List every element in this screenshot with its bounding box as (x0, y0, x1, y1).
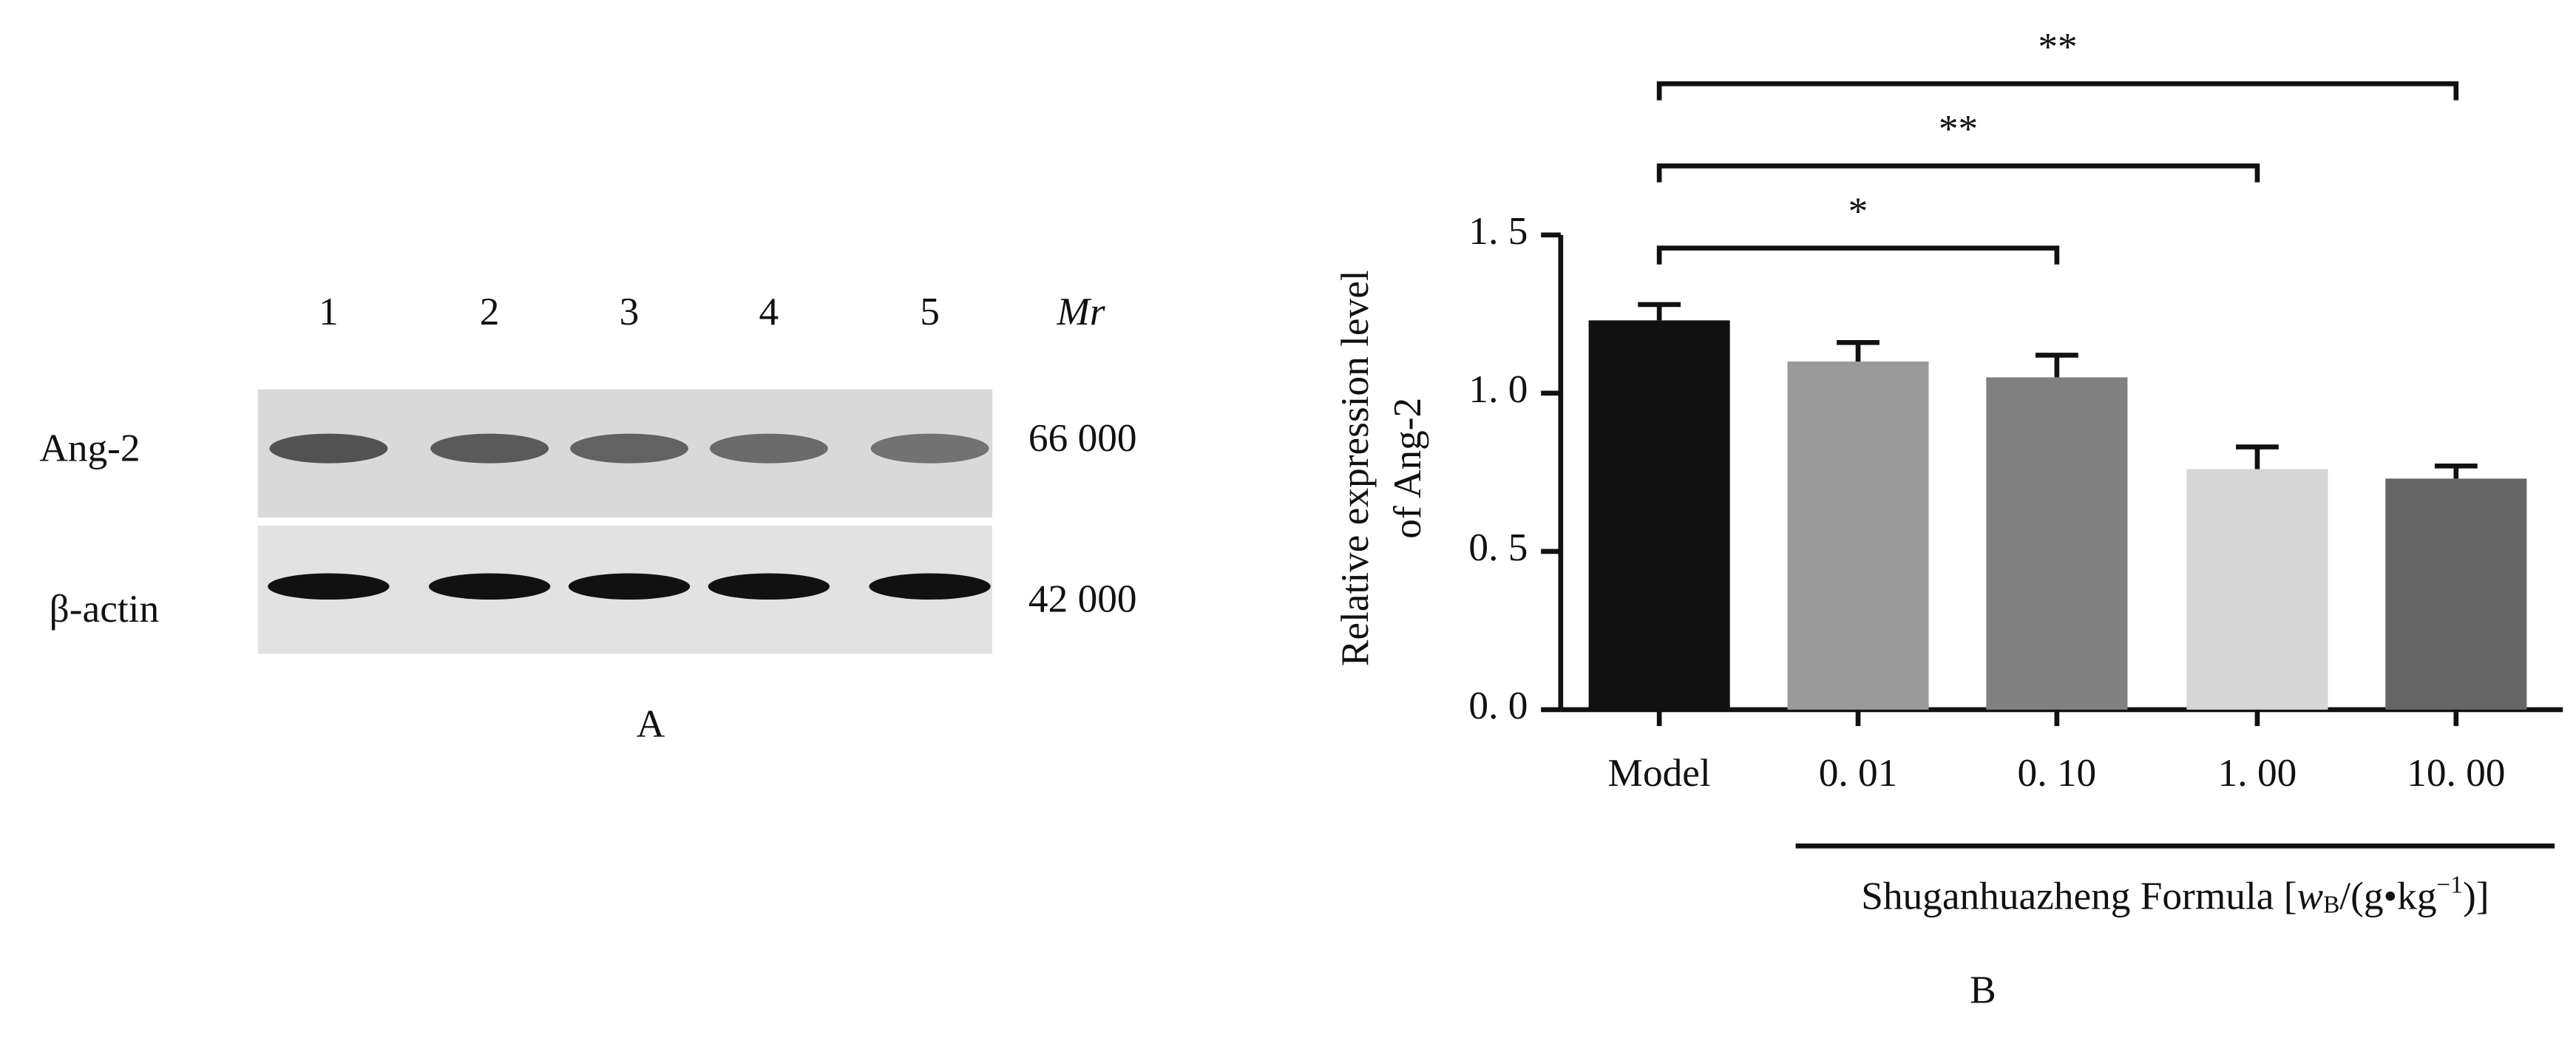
y-tick-label: 0. 0 (1468, 683, 1528, 727)
lane-label: 5 (920, 289, 940, 333)
bar (2186, 469, 2328, 710)
significance-bracket (1656, 245, 2060, 265)
significance-label: * (1848, 189, 1868, 233)
band (709, 433, 828, 464)
y-axis-title: Relative expression level of Ang-2 (1332, 270, 1429, 666)
x-tick-label: 10. 00 (2407, 750, 2505, 795)
group-label-part: /(g•kg (2339, 874, 2436, 918)
y-tick-label: 1. 0 (1468, 367, 1528, 411)
band (869, 573, 991, 600)
band (568, 573, 691, 600)
y-axis-title-line: Relative expression level (1332, 270, 1377, 666)
bar (1787, 362, 1929, 710)
mr-value: 66 000 (1028, 415, 1137, 460)
band (269, 433, 388, 464)
bar (1986, 377, 2128, 710)
band (428, 573, 551, 600)
band (268, 573, 390, 600)
band (430, 433, 549, 464)
lane-label: 1 (319, 289, 339, 333)
y-axis-title-line: of Ang-2 (1385, 398, 1429, 539)
x-tick-label: 1. 00 (2218, 750, 2297, 795)
row-label: Ang-2 (39, 425, 140, 469)
group-label-part: w (2297, 874, 2324, 918)
group-label-part: Shuganhuazheng Formula [ (1861, 874, 2297, 918)
band (870, 433, 989, 464)
significance-label: ** (2038, 24, 2077, 69)
bar (1588, 320, 1730, 710)
x-tick-label: Model (1608, 750, 1711, 795)
lane-label: 3 (620, 289, 640, 333)
group-label-part: )] (2463, 874, 2489, 918)
bar (2385, 478, 2527, 710)
band (708, 573, 830, 600)
y-tick-label: 0. 5 (1468, 525, 1528, 569)
y-tick-label: 1. 5 (1468, 208, 1528, 253)
significance-bracket (1656, 163, 2260, 183)
significance-bracket (1656, 81, 2459, 101)
mr-label: Mr (1056, 289, 1105, 333)
lane-label: 4 (759, 289, 779, 333)
row-label: β-actin (50, 586, 159, 631)
group-label: Shuganhuazheng Formula [wB/(g•kg−1)] (1861, 872, 2489, 919)
x-tick-label: 0. 10 (2018, 750, 2097, 795)
panel-label: A (637, 702, 665, 746)
band (570, 433, 688, 464)
group-label-part: B (2323, 891, 2339, 918)
mr-value: 42 000 (1028, 577, 1137, 621)
x-tick-label: 0. 01 (1819, 750, 1898, 795)
group-label-part: −1 (2437, 872, 2463, 899)
lane-label: 2 (480, 289, 500, 333)
panel-label: B (1970, 968, 1996, 1012)
significance-label: ** (1939, 106, 1978, 151)
